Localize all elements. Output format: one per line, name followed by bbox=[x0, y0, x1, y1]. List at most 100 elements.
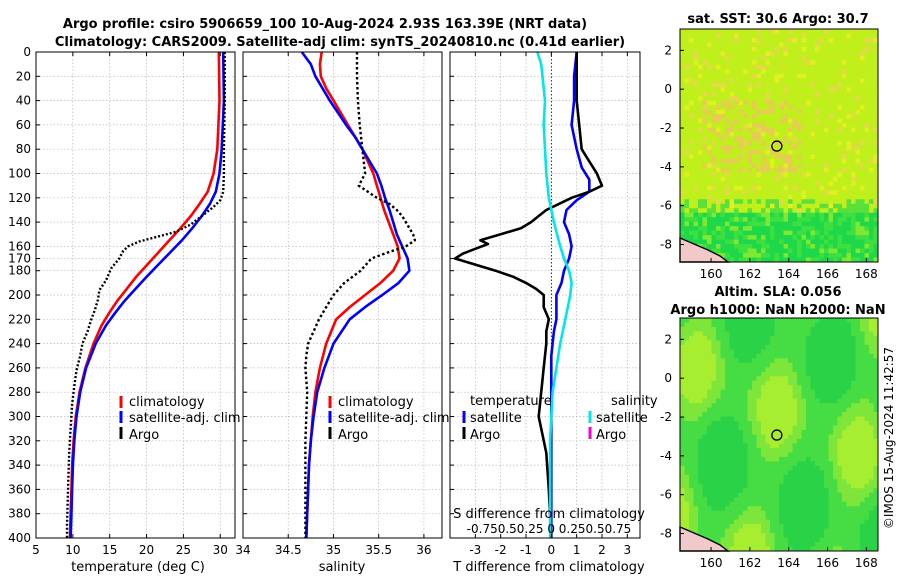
map-cell bbox=[761, 318, 766, 323]
map-cell bbox=[689, 474, 694, 480]
map-cell bbox=[752, 528, 757, 534]
map-cell bbox=[774, 425, 780, 431]
map-cell bbox=[761, 524, 766, 529]
map-cell bbox=[693, 318, 699, 323]
map-cell bbox=[851, 248, 856, 254]
map-cell bbox=[725, 344, 730, 350]
map-cell bbox=[702, 100, 708, 106]
map-cell bbox=[806, 546, 811, 552]
map-cell bbox=[707, 349, 712, 355]
map-cell bbox=[774, 344, 780, 350]
map-cell bbox=[855, 82, 861, 88]
map-cell bbox=[707, 73, 712, 79]
map-cell bbox=[702, 331, 708, 337]
map-cell bbox=[783, 235, 789, 240]
map-cell bbox=[738, 349, 744, 355]
map-cell bbox=[801, 73, 807, 79]
map-cell bbox=[702, 46, 708, 52]
map-cell bbox=[788, 69, 793, 75]
map-cell bbox=[810, 248, 816, 254]
map-cell bbox=[801, 248, 807, 254]
map-cell bbox=[743, 190, 748, 196]
map-cell bbox=[797, 358, 802, 364]
map-cell bbox=[693, 82, 699, 88]
map-cell bbox=[819, 380, 825, 386]
legend-label-s-argo: Argo bbox=[596, 428, 626, 443]
map-cell bbox=[756, 60, 762, 66]
map-cell bbox=[720, 96, 726, 102]
map-cell bbox=[698, 145, 703, 151]
map-cell bbox=[806, 203, 811, 209]
map-cell bbox=[752, 416, 757, 422]
map-cell bbox=[743, 37, 748, 43]
map-cell bbox=[779, 528, 784, 534]
map-cell bbox=[828, 528, 834, 534]
map-cell bbox=[747, 212, 753, 218]
map-cell bbox=[815, 542, 820, 547]
map-cell bbox=[702, 132, 708, 137]
map-cell bbox=[819, 33, 825, 39]
map-cell bbox=[680, 362, 685, 368]
map-cell bbox=[779, 533, 784, 538]
map-cell bbox=[774, 349, 780, 355]
map-cell bbox=[869, 82, 874, 88]
map-cell bbox=[729, 42, 735, 48]
map-cell bbox=[819, 349, 825, 355]
map-cell bbox=[729, 69, 735, 75]
map-cell bbox=[783, 434, 789, 440]
map-cell bbox=[747, 358, 753, 364]
map-cell bbox=[824, 524, 829, 529]
map-cell bbox=[846, 524, 852, 529]
map-cell bbox=[797, 51, 802, 57]
map-cell bbox=[756, 398, 762, 404]
map-cell bbox=[689, 96, 694, 102]
map-cell bbox=[711, 510, 717, 516]
map-cell bbox=[684, 412, 690, 417]
map-cell bbox=[720, 123, 726, 128]
map-cell bbox=[828, 470, 834, 476]
map-cell bbox=[752, 82, 757, 88]
map-cell bbox=[824, 465, 829, 471]
map-cell bbox=[684, 358, 690, 364]
map-cell bbox=[846, 483, 852, 489]
map-cell bbox=[680, 91, 685, 97]
map-cell bbox=[869, 519, 874, 525]
map-cell bbox=[819, 235, 825, 240]
map-cell bbox=[792, 380, 798, 386]
map-cell bbox=[837, 438, 843, 444]
map-cell bbox=[815, 430, 820, 435]
map-cell bbox=[725, 461, 730, 467]
map-cell bbox=[774, 389, 780, 395]
map-cell bbox=[689, 461, 694, 467]
map-cell bbox=[752, 185, 757, 191]
map-cell bbox=[752, 344, 757, 350]
map-cell bbox=[779, 29, 784, 34]
map-cell bbox=[761, 37, 766, 43]
map-cell bbox=[689, 407, 694, 413]
map-cell bbox=[806, 519, 811, 525]
map-cell bbox=[711, 244, 717, 249]
map-cell bbox=[720, 331, 726, 337]
map-cell bbox=[824, 69, 829, 75]
map-cell bbox=[819, 42, 825, 48]
map-cell bbox=[788, 37, 793, 43]
map-cell bbox=[801, 331, 807, 337]
map-cell bbox=[716, 506, 721, 512]
map-cell bbox=[833, 515, 838, 521]
depth-tick-label: 170 bbox=[8, 252, 31, 266]
map-cell bbox=[819, 217, 825, 223]
map-cell bbox=[792, 501, 798, 507]
map-cell bbox=[833, 42, 838, 48]
map-cell bbox=[702, 37, 708, 43]
map-cell bbox=[752, 389, 757, 395]
map-cell bbox=[729, 492, 735, 498]
map-cell bbox=[815, 172, 820, 178]
map-cell bbox=[765, 51, 771, 57]
map-cell bbox=[833, 528, 838, 534]
map-cell bbox=[747, 60, 753, 66]
map-cell bbox=[828, 479, 834, 485]
map-cell bbox=[869, 73, 874, 79]
map-cell bbox=[680, 322, 685, 328]
map-cell bbox=[702, 96, 708, 102]
map-cell bbox=[788, 353, 793, 359]
